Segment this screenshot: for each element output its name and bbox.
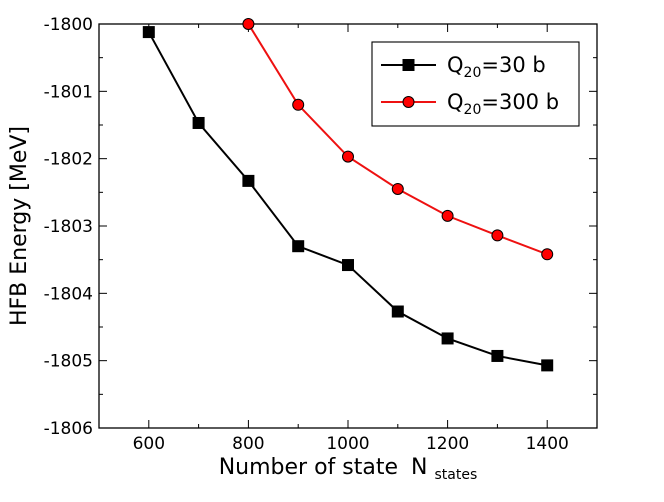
data-point-2: [541, 248, 554, 261]
y-axis-ticks: -1806 -1805 -1804 -1803 -1802 -1801 -1800: [44, 15, 597, 439]
data-point-1: [541, 359, 554, 372]
legend-label: Q20=300 b: [447, 90, 559, 118]
data-point-2: [292, 98, 305, 111]
data-point-1: [342, 259, 354, 272]
data-point-1: [491, 349, 504, 362]
data-point-2: [491, 229, 504, 242]
y-tick-label: -1806: [44, 419, 93, 439]
x-axis-label-symbol: N: [411, 455, 427, 480]
y-tick-label: -1801: [44, 82, 93, 102]
legend: Q20=30 b Q20=300 b: [371, 41, 580, 127]
data-point-1: [192, 116, 205, 129]
x-tick-label: 1200: [426, 434, 469, 454]
legend-marker-square: [402, 59, 415, 71]
x-axis-label-text: Number of state: [219, 455, 398, 480]
y-tick-label: -1800: [44, 15, 93, 35]
legend-box: [371, 41, 580, 127]
data-point-1: [242, 174, 255, 187]
legend-label: Q20=30 b: [447, 53, 546, 81]
data-point-2: [441, 209, 454, 222]
x-tick-label: 1000: [326, 434, 369, 454]
y-axis-label: HFB Energy [MeV]: [7, 126, 32, 326]
y-tick-label: -1804: [44, 284, 93, 304]
data-point-2: [242, 18, 255, 30]
x-axis-label-subscript: states: [435, 467, 478, 483]
x-tick-label: 800: [232, 434, 264, 454]
y-tick-label: -1802: [44, 150, 93, 170]
legend-marker-circle: [402, 96, 415, 108]
data-point-1: [391, 305, 404, 318]
y-tick-label: -1803: [44, 217, 93, 237]
data-point-2: [342, 150, 354, 163]
data-point-1: [441, 332, 454, 345]
series-layer: [142, 18, 554, 372]
data-point-1: [142, 26, 155, 39]
x-tick-label: 1400: [526, 434, 569, 454]
x-tick-label: 600: [133, 434, 165, 454]
data-point-2: [391, 182, 404, 195]
x-axis-label: Number of state N states: [219, 455, 478, 483]
y-tick-label: -1805: [44, 352, 93, 372]
x-axis-ticks: 600 800 1000 1200 1400: [98, 24, 598, 454]
data-point-1: [292, 240, 305, 253]
